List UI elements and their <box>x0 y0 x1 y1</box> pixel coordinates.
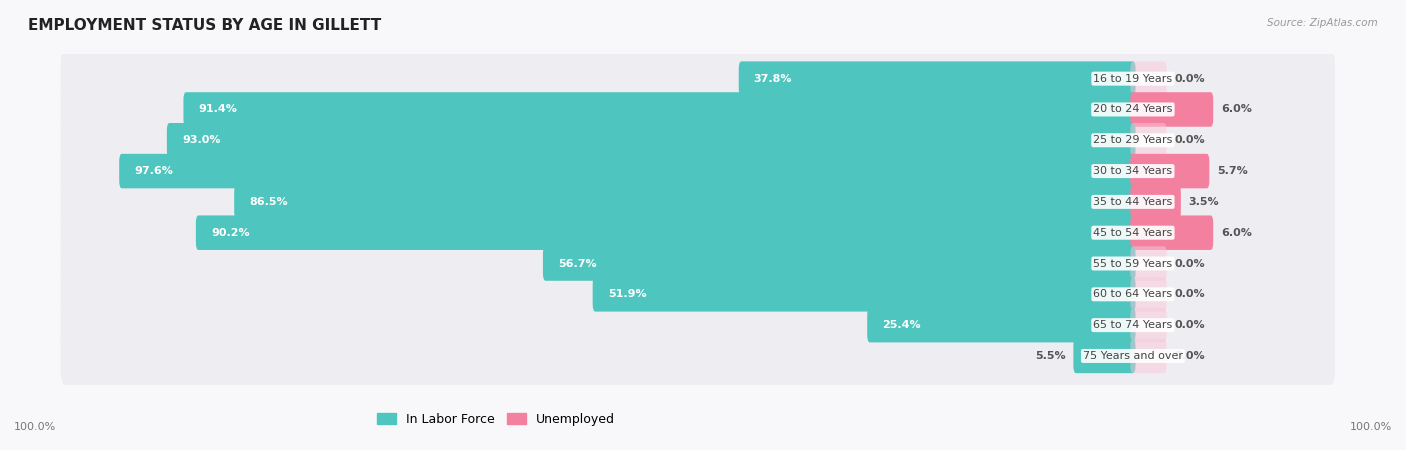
Text: 25 to 29 Years: 25 to 29 Years <box>1094 135 1173 145</box>
FancyBboxPatch shape <box>60 266 1334 323</box>
FancyBboxPatch shape <box>1130 123 1167 158</box>
FancyBboxPatch shape <box>1130 308 1167 342</box>
FancyBboxPatch shape <box>60 142 1334 200</box>
FancyBboxPatch shape <box>1130 246 1167 281</box>
FancyBboxPatch shape <box>60 173 1334 231</box>
Text: 0.0%: 0.0% <box>1174 289 1205 299</box>
FancyBboxPatch shape <box>195 216 1136 250</box>
FancyBboxPatch shape <box>543 246 1136 281</box>
Text: 86.5%: 86.5% <box>249 197 288 207</box>
FancyBboxPatch shape <box>60 204 1334 261</box>
Text: 6.0%: 6.0% <box>1220 104 1251 114</box>
Text: 0.0%: 0.0% <box>1174 135 1205 145</box>
Text: 0.0%: 0.0% <box>1174 351 1205 361</box>
FancyBboxPatch shape <box>1073 339 1136 373</box>
FancyBboxPatch shape <box>1130 184 1181 219</box>
FancyBboxPatch shape <box>1130 216 1213 250</box>
FancyBboxPatch shape <box>60 296 1334 354</box>
Text: 65 to 74 Years: 65 to 74 Years <box>1094 320 1173 330</box>
Text: 97.6%: 97.6% <box>134 166 173 176</box>
Text: 75 Years and over: 75 Years and over <box>1083 351 1182 361</box>
Text: 5.5%: 5.5% <box>1035 351 1066 361</box>
FancyBboxPatch shape <box>738 61 1136 96</box>
Text: 0.0%: 0.0% <box>1174 258 1205 269</box>
FancyBboxPatch shape <box>167 123 1136 158</box>
Text: 35 to 44 Years: 35 to 44 Years <box>1094 197 1173 207</box>
Text: 51.9%: 51.9% <box>607 289 647 299</box>
Text: 30 to 34 Years: 30 to 34 Years <box>1094 166 1173 176</box>
FancyBboxPatch shape <box>60 234 1334 292</box>
FancyBboxPatch shape <box>1130 61 1167 96</box>
Text: 100.0%: 100.0% <box>14 422 56 432</box>
Text: 0.0%: 0.0% <box>1174 320 1205 330</box>
FancyBboxPatch shape <box>1130 92 1213 127</box>
FancyBboxPatch shape <box>183 92 1136 127</box>
FancyBboxPatch shape <box>60 327 1334 385</box>
Text: 60 to 64 Years: 60 to 64 Years <box>1094 289 1173 299</box>
Text: 3.5%: 3.5% <box>1188 197 1219 207</box>
Text: 16 to 19 Years: 16 to 19 Years <box>1094 74 1173 84</box>
FancyBboxPatch shape <box>1130 154 1209 189</box>
FancyBboxPatch shape <box>868 308 1136 342</box>
Text: 93.0%: 93.0% <box>181 135 221 145</box>
Text: 37.8%: 37.8% <box>754 74 792 84</box>
Legend: In Labor Force, Unemployed: In Labor Force, Unemployed <box>373 408 620 431</box>
Text: 100.0%: 100.0% <box>1350 422 1392 432</box>
Text: 5.7%: 5.7% <box>1218 166 1249 176</box>
FancyBboxPatch shape <box>593 277 1136 311</box>
Text: 56.7%: 56.7% <box>558 258 596 269</box>
Text: 0.0%: 0.0% <box>1174 74 1205 84</box>
Text: 91.4%: 91.4% <box>198 104 238 114</box>
Text: 25.4%: 25.4% <box>882 320 921 330</box>
Text: 6.0%: 6.0% <box>1220 228 1251 238</box>
Text: 45 to 54 Years: 45 to 54 Years <box>1094 228 1173 238</box>
Text: Source: ZipAtlas.com: Source: ZipAtlas.com <box>1267 18 1378 28</box>
Text: 55 to 59 Years: 55 to 59 Years <box>1094 258 1173 269</box>
FancyBboxPatch shape <box>60 111 1334 169</box>
FancyBboxPatch shape <box>235 184 1136 219</box>
Text: 90.2%: 90.2% <box>211 228 249 238</box>
FancyBboxPatch shape <box>1130 339 1167 373</box>
FancyBboxPatch shape <box>1130 277 1167 311</box>
FancyBboxPatch shape <box>60 81 1334 139</box>
Text: 20 to 24 Years: 20 to 24 Years <box>1094 104 1173 114</box>
Text: EMPLOYMENT STATUS BY AGE IN GILLETT: EMPLOYMENT STATUS BY AGE IN GILLETT <box>28 18 381 33</box>
FancyBboxPatch shape <box>60 50 1334 108</box>
FancyBboxPatch shape <box>120 154 1136 189</box>
